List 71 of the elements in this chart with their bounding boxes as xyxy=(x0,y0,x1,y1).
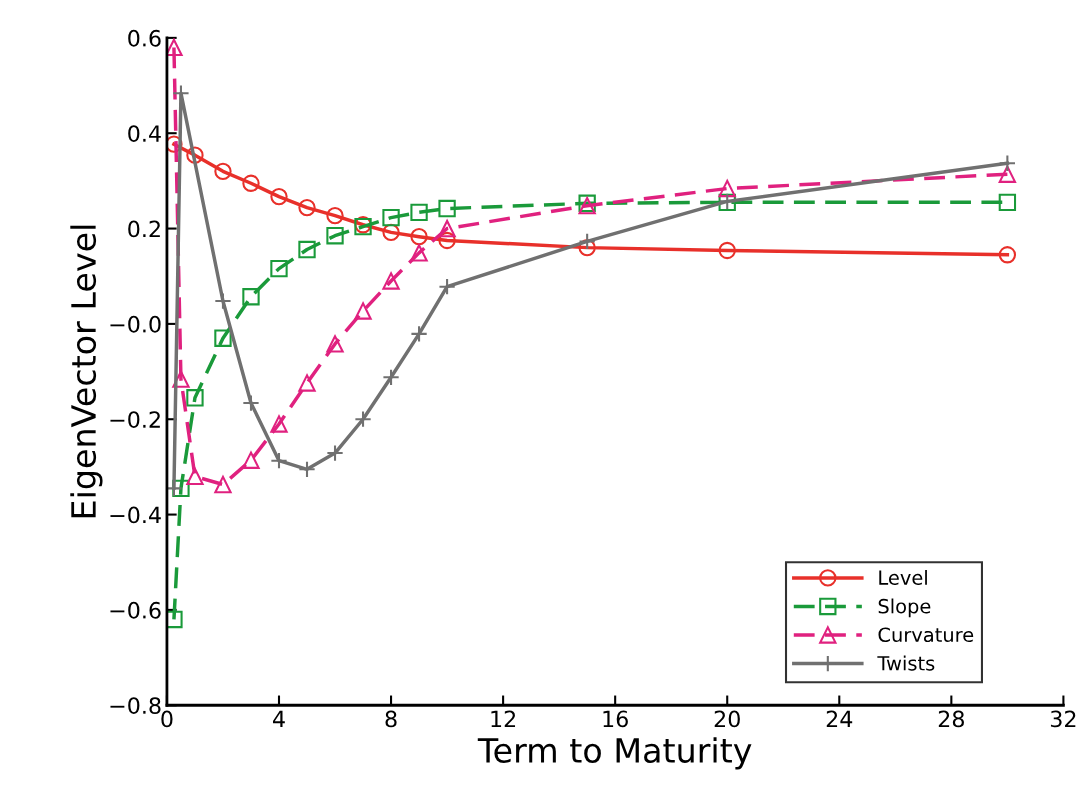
point xyxy=(270,259,288,278)
point xyxy=(214,292,232,310)
point xyxy=(382,272,400,290)
point xyxy=(298,374,316,392)
point xyxy=(172,479,190,498)
point xyxy=(186,389,204,407)
point xyxy=(186,467,204,486)
point xyxy=(410,227,428,246)
x-tick-label: 20 xyxy=(714,710,740,728)
point xyxy=(354,410,372,428)
y-tick-label: 0.2 xyxy=(128,220,160,238)
legend-label: Level xyxy=(879,569,927,586)
point xyxy=(326,207,344,225)
point xyxy=(998,154,1017,172)
point xyxy=(998,246,1017,264)
point xyxy=(998,165,1017,183)
point xyxy=(326,227,344,245)
legend-label: Curvature xyxy=(878,627,974,643)
point xyxy=(172,370,190,388)
y-axis-title: EigenVector Level xyxy=(70,225,103,518)
x-tick-label: 32 xyxy=(1050,710,1076,728)
point xyxy=(326,335,344,353)
point xyxy=(214,162,232,181)
y-tick-label: −0.6 xyxy=(110,601,161,619)
point xyxy=(298,240,316,259)
point xyxy=(242,288,260,306)
point xyxy=(382,223,400,242)
point xyxy=(214,329,232,347)
x-tick-label: 12 xyxy=(491,710,516,727)
point xyxy=(298,460,316,478)
legend-label: Slope xyxy=(878,598,931,618)
y-tick-label: 0.6 xyxy=(128,29,161,47)
x-tick-label: 16 xyxy=(603,710,628,728)
point xyxy=(242,394,260,412)
point xyxy=(578,238,596,257)
point xyxy=(242,174,260,192)
point xyxy=(438,199,456,218)
point xyxy=(410,325,428,343)
x-tick-label: 8 xyxy=(385,710,397,728)
y-tick-label: −0.4 xyxy=(110,506,161,524)
point xyxy=(998,193,1017,212)
point xyxy=(410,244,428,262)
y-tick-label: −0.2 xyxy=(110,411,160,428)
legend-label: Twists xyxy=(877,655,935,671)
point xyxy=(270,187,288,206)
point xyxy=(298,198,316,217)
point xyxy=(438,219,456,238)
point xyxy=(438,278,456,296)
point xyxy=(354,302,372,320)
point xyxy=(242,451,260,469)
x-tick-label: 0 xyxy=(161,710,173,728)
x-tick-label: 4 xyxy=(273,710,285,727)
point xyxy=(270,415,288,433)
point xyxy=(438,231,456,250)
x-tick-label: 28 xyxy=(938,710,964,728)
point xyxy=(410,203,428,222)
y-tick-label: −0.0 xyxy=(110,315,161,333)
point xyxy=(166,610,183,629)
y-tick-label: −0.8 xyxy=(110,697,161,715)
point xyxy=(718,179,736,198)
point xyxy=(382,208,400,227)
y-tick-label: 0.4 xyxy=(128,125,161,142)
point xyxy=(270,452,288,470)
x-tick-label: 24 xyxy=(826,710,853,727)
point xyxy=(382,368,400,386)
point xyxy=(578,232,596,251)
x-axis-title: Term to Maturity xyxy=(477,737,752,770)
point xyxy=(186,146,204,164)
point xyxy=(326,444,344,462)
point xyxy=(214,475,232,494)
point xyxy=(718,241,736,260)
